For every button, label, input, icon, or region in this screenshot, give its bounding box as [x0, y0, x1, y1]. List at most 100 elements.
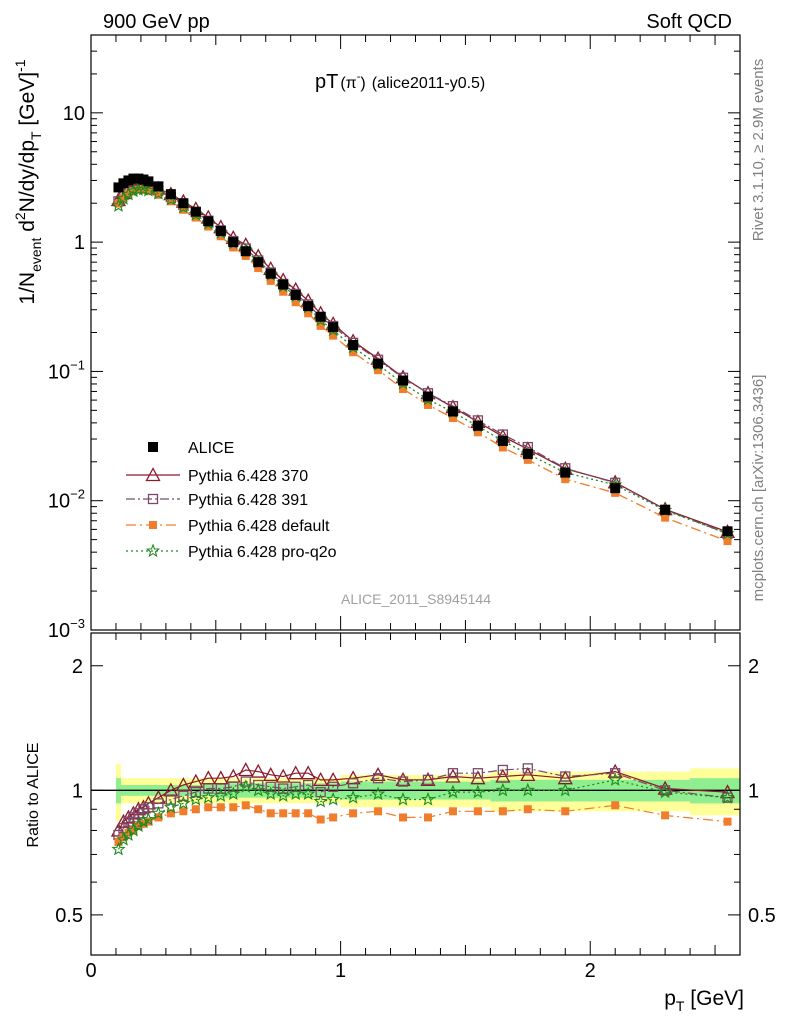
ratio-y-tick-label: 1 — [72, 780, 83, 802]
ratio-series-0-point — [300, 765, 316, 780]
ratio-series-2-point — [254, 805, 263, 814]
ratio-series-2-point — [191, 805, 200, 814]
rivet-label: Rivet 3.1.10, ≥ 2.9M events — [750, 59, 767, 242]
alice-data-point — [373, 358, 384, 369]
alice-data-point — [560, 467, 571, 478]
title-close: ) — [360, 75, 365, 92]
main-series-2-point — [216, 232, 225, 241]
main-series-2-point — [114, 199, 123, 208]
ratio-series-2-point — [349, 809, 358, 818]
ratio-series-2-point — [266, 809, 275, 818]
main-series-2-point — [229, 243, 238, 252]
alice-data-point — [253, 257, 264, 268]
ratio-series-1-point — [265, 781, 276, 792]
title-rest: (alice2011-y0.5) — [372, 75, 486, 92]
header-right: Soft QCD — [646, 11, 732, 33]
main-y-tick-base: 1 — [74, 232, 85, 254]
ratio-y-label: Ratio to ALICE — [25, 743, 42, 848]
ratio-series-2-point — [448, 807, 457, 816]
x-tick-label: 1 — [335, 960, 346, 982]
title-paren: (π — [340, 75, 356, 92]
alice-data-point — [610, 483, 621, 494]
main-frame — [90, 34, 741, 631]
ratio-series-2-point — [291, 809, 300, 818]
ratio-series-line-2 — [118, 804, 728, 843]
legend-label-391: Pythia 6.428 391 — [188, 492, 308, 509]
main-y-tick-base: 10 — [48, 491, 70, 513]
main-y-tick-base: 10 — [63, 103, 85, 125]
ratio-series-1-point — [397, 776, 409, 787]
ratio-series-3-point — [313, 794, 328, 808]
main-series-2-point — [316, 321, 325, 330]
ratio-series-3-point — [288, 786, 303, 800]
ratio-panel: 2 2 1 1 0.5 0.5 0 1 2 Ratio to ALICE pT [GeV] — [25, 632, 776, 1014]
main-series-2-point — [304, 309, 313, 318]
ratio-series-0-point — [520, 766, 536, 781]
main-series-2-point — [423, 400, 432, 409]
ratio-series-0-point — [719, 784, 736, 799]
ratio-series-3-point — [370, 786, 386, 801]
ratio-series-3-point — [325, 792, 341, 806]
ylabel-p4: [GeV] — [16, 72, 39, 132]
ratio-series-2-point — [561, 807, 570, 816]
legend-marker-1 — [147, 493, 159, 505]
ratio-series-1-point — [253, 779, 264, 791]
alice-data-point — [422, 391, 433, 402]
ratio-series-1-point — [215, 783, 226, 794]
main-series-line-1 — [117, 184, 728, 535]
main-series-2-point — [374, 366, 383, 375]
ratio-series-3-point — [263, 786, 278, 801]
ylabel-s4: -1 — [12, 59, 28, 72]
main-y-tick-label: 10−1 — [48, 357, 85, 383]
ratio-series-3-point — [141, 811, 156, 826]
ratio-series-3-point — [238, 779, 253, 793]
main-series-2-point — [329, 331, 338, 340]
ratio-series-1-point — [522, 763, 533, 774]
ratio-series-3-point — [163, 799, 179, 814]
main-series-2-point — [291, 298, 300, 307]
legend-marker-2 — [149, 521, 157, 529]
alice-data-point — [328, 322, 339, 333]
ratio-series-3-point — [226, 786, 241, 800]
legend: ALICE Pythia 6.428 370 Pythia 6.428 391 … — [126, 440, 337, 561]
main-series-3-point — [126, 183, 141, 198]
ratio-series-0-point — [115, 813, 132, 828]
ratio-series-1-point — [143, 802, 154, 813]
alice-data-point — [265, 268, 276, 279]
ratio-series-0-point — [163, 782, 179, 797]
ratio-series-3-point — [136, 814, 151, 828]
title-main: pT — [315, 71, 338, 93]
ratio-series-1-point — [422, 774, 434, 786]
alice-data-point — [472, 420, 483, 431]
main-plot-area — [110, 173, 736, 546]
x-tick-label: 0 — [85, 960, 96, 982]
ratio-series-1-point — [178, 790, 189, 801]
main-series-3-point — [121, 186, 136, 201]
alice-data-point — [398, 375, 409, 386]
legend-label-default: Pythia 6.428 default — [188, 518, 330, 535]
main-series-3-point — [151, 185, 166, 200]
ratio-series-2-point — [304, 809, 313, 818]
main-y-tick-exp: −2 — [70, 487, 85, 502]
ratio-series-2-point — [316, 815, 325, 824]
alice-data-point — [278, 279, 289, 290]
ylabel-s3: T — [28, 131, 44, 140]
main-series-2-point — [254, 264, 263, 273]
ratio-series-3-point — [131, 818, 146, 833]
main-series-2-point — [166, 197, 175, 206]
alice-data-point — [497, 435, 508, 446]
ratio-series-2-point — [114, 838, 123, 847]
main-series-2-point — [349, 348, 358, 357]
ratio-series-2-point — [204, 803, 213, 812]
alice-data-point — [660, 504, 671, 515]
ratio-series-3-point — [301, 786, 316, 801]
main-series-3-point — [131, 182, 146, 196]
ratio-series-3-point — [720, 790, 735, 804]
ratio-series-2-point — [523, 805, 532, 814]
alice-data-point — [228, 237, 239, 248]
ratio-series-0-point — [288, 765, 304, 780]
alice-data-point — [315, 311, 326, 322]
ratio-series-1-point — [228, 781, 239, 792]
ratio-series-2-point — [329, 813, 338, 822]
alice-data-point — [290, 290, 301, 301]
